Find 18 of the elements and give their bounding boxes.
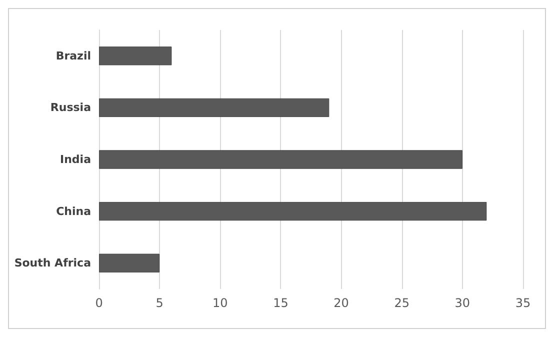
x-tick-label: 20 bbox=[334, 296, 349, 310]
x-tick-label: 35 bbox=[515, 296, 531, 310]
bar bbox=[99, 98, 330, 118]
x-tick-label: 0 bbox=[95, 296, 103, 310]
x-tick-label: 10 bbox=[212, 296, 228, 310]
y-tick-label: India bbox=[60, 153, 91, 166]
bar bbox=[99, 150, 462, 169]
bar bbox=[99, 254, 160, 272]
y-tick-label: South Africa bbox=[14, 256, 91, 270]
x-tick-label: 15 bbox=[273, 296, 288, 310]
y-tick-label: Brazil bbox=[56, 49, 91, 62]
bar bbox=[99, 202, 487, 221]
bar bbox=[99, 46, 172, 66]
y-tick-label: Russia bbox=[50, 101, 91, 114]
y-tick-label: China bbox=[56, 204, 91, 218]
x-tick-label: 25 bbox=[394, 296, 410, 310]
x-tick-label: 5 bbox=[156, 296, 164, 310]
x-tick-label: 30 bbox=[454, 296, 470, 310]
